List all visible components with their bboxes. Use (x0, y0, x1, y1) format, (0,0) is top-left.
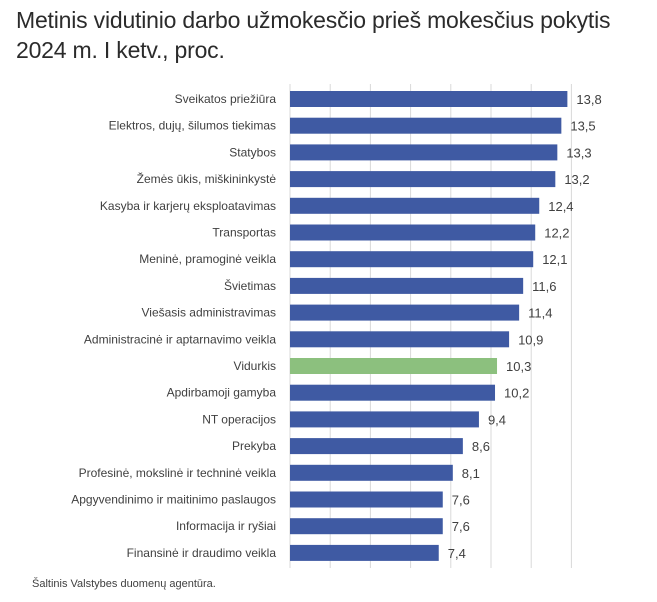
bar (290, 438, 463, 455)
bar (290, 384, 496, 401)
bar (290, 464, 453, 481)
category-label: Profesinė, mokslinė ir techninė veikla (79, 466, 277, 480)
category-label: Sveikatos priežiūra (175, 92, 277, 106)
value-labels: 13,8 13,5 13,3 13,2 12,4 12,2 12,1 11,6 11,4 10,9… (448, 92, 602, 561)
category-label: Informacija ir ryšiai (176, 519, 276, 533)
value-label: 13,2 (564, 172, 589, 187)
bar (290, 251, 534, 268)
value-label: 10,2 (504, 386, 529, 401)
category-label: Žemės ūkis, miškininkystė (137, 171, 277, 186)
category-label: Statybos (229, 145, 276, 159)
bar (290, 304, 520, 321)
value-label: 8,1 (462, 466, 480, 481)
bar (290, 171, 556, 188)
category-label: Vidurkis (234, 359, 276, 373)
value-label: 8,6 (472, 439, 490, 454)
value-label: 13,5 (570, 119, 595, 134)
value-label: 10,3 (506, 359, 531, 374)
category-label: Finansinė ir draudimo veikla (127, 546, 277, 560)
category-label: Apgyvendinimo ir maitinimo paslaugos (71, 493, 276, 507)
bar (290, 117, 562, 134)
value-label: 13,8 (576, 92, 601, 107)
chart-title: Metinis vidutinio darbo užmokesčio prieš… (16, 7, 611, 63)
value-label: 12,2 (544, 226, 569, 241)
value-label: 12,1 (542, 252, 567, 267)
source-note: Šaltinis Valstybes duomenų agentūra. (32, 578, 216, 590)
bar (290, 197, 540, 214)
category-label: Kasyba ir karjerų eksploatavimas (100, 199, 276, 213)
bar (290, 224, 536, 241)
category-label: Viešasis administravimas (142, 306, 277, 320)
value-label: 11,6 (532, 279, 556, 294)
gridlines (289, 84, 572, 568)
bar (290, 331, 510, 348)
bars (290, 91, 568, 561)
category-labels: Sveikatos priežiūra Elektros, dujų, šilum… (71, 92, 276, 560)
category-label: Apdirbamoji gamyba (167, 386, 277, 400)
value-label: 9,4 (488, 412, 506, 427)
bar (290, 518, 443, 535)
value-label: 7,4 (448, 546, 466, 561)
bar-average (290, 358, 498, 374)
value-label: 12,4 (548, 199, 573, 214)
category-label: Transportas (212, 226, 276, 240)
category-label: Elektros, dujų, šilumos tiekimas (109, 119, 276, 133)
value-label: 7,6 (452, 519, 470, 534)
category-label: Švietimas (224, 278, 276, 293)
value-label: 11,4 (528, 306, 552, 321)
bar (290, 144, 558, 161)
category-label: Administracinė ir aptarnavimo veikla (84, 332, 276, 346)
category-label: Meninė, pramoginė veikla (139, 252, 276, 266)
value-label: 7,6 (452, 493, 470, 508)
value-label: 13,3 (566, 145, 591, 160)
bar (290, 544, 439, 561)
bar (290, 91, 568, 107)
bar (290, 277, 524, 294)
bar (290, 491, 443, 508)
bar (290, 411, 479, 428)
category-label: NT operacijos (202, 412, 276, 426)
category-label: Prekyba (232, 439, 276, 453)
value-label: 10,9 (518, 332, 543, 347)
